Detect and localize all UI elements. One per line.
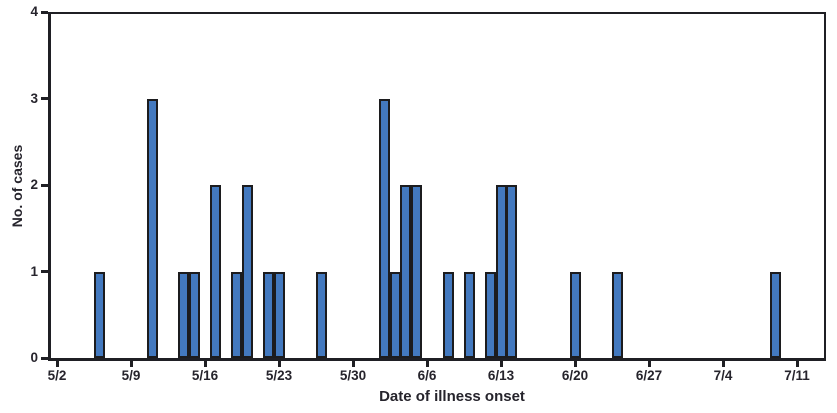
x-tick-label: 5/2 [47, 368, 67, 383]
bar [506, 185, 518, 358]
x-tick-label: 7/11 [784, 368, 810, 383]
y-tick-label: 2 [30, 177, 38, 192]
bar [463, 271, 475, 358]
plot-top-border [48, 12, 826, 14]
x-tick-label: 6/20 [561, 368, 589, 383]
y-tick [41, 10, 48, 14]
y-tick [41, 97, 48, 100]
bar [315, 271, 327, 358]
x-tick-label: 6/13 [487, 368, 515, 383]
bar [178, 271, 190, 358]
bar [231, 271, 243, 358]
x-tick-label: 6/27 [635, 368, 663, 383]
plot-right-border [824, 12, 826, 361]
y-tick-label: 1 [30, 263, 38, 279]
bar [262, 271, 274, 358]
y-tick-label: 4 [30, 4, 38, 19]
bar [273, 271, 285, 358]
bar [442, 271, 454, 358]
x-tick-label: 5/9 [121, 368, 141, 383]
bar [93, 271, 105, 358]
x-axis-title: Date of illness onset [379, 388, 525, 405]
bar [484, 271, 496, 358]
x-tick [129, 361, 133, 367]
x-tick [203, 361, 207, 367]
x-tick-label: 5/16 [191, 368, 219, 383]
x-tick [425, 361, 429, 367]
x-tick [795, 361, 799, 367]
bar [495, 185, 507, 358]
y-tick-label: 3 [30, 90, 38, 106]
bar [241, 185, 253, 358]
x-axis-line [48, 358, 826, 361]
x-tick [277, 361, 281, 367]
x-tick-label: 7/4 [713, 368, 733, 383]
y-axis-line [48, 12, 51, 361]
bar [611, 271, 623, 358]
bar [400, 185, 412, 358]
bar [410, 185, 422, 358]
x-tick-label: 6/6 [417, 368, 437, 383]
x-tick [55, 361, 59, 367]
x-tick-label: 5/23 [265, 368, 293, 383]
bar [146, 98, 158, 358]
y-tick [41, 183, 48, 187]
bar [188, 271, 200, 358]
bar [770, 271, 782, 358]
bar [389, 271, 401, 358]
x-tick [721, 361, 725, 367]
bar [569, 271, 581, 358]
bar [379, 98, 391, 358]
y-tick-label: 0 [30, 350, 38, 365]
bar [210, 185, 222, 358]
y-tick [41, 270, 48, 273]
x-tick [647, 361, 651, 367]
y-tick [41, 356, 48, 360]
x-tick [351, 361, 355, 367]
x-tick [499, 361, 503, 367]
x-tick [573, 361, 577, 367]
x-tick-label: 5/30 [339, 368, 367, 383]
